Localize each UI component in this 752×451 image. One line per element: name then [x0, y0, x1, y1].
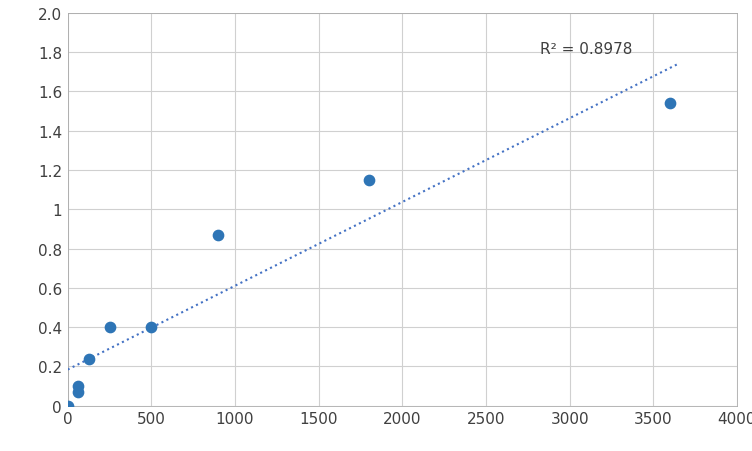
Point [664, 100, 676, 107]
Point [104, 324, 116, 331]
Point [72, 382, 84, 390]
Point [83, 355, 95, 363]
Point [212, 232, 224, 239]
Point [72, 389, 84, 396]
Text: R² = 0.8978: R² = 0.8978 [539, 42, 632, 57]
Point [363, 177, 375, 184]
Point [145, 324, 157, 331]
Point [62, 402, 74, 410]
